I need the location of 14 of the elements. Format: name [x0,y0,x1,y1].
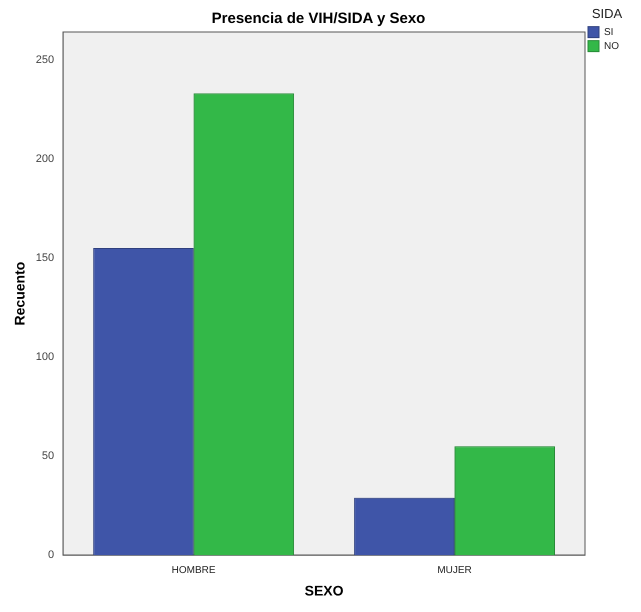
y-tick-label: 100 [36,351,54,364]
y-tick-label: 250 [36,54,54,66]
y-tick-label: 50 [42,450,54,462]
y-tick-label: 0 [48,549,54,562]
legend-label: NO [604,40,620,52]
x-tick-label: HOMBRE [172,564,216,576]
x-axis-title: SEXO [304,582,344,598]
legend-label: SI [604,26,614,38]
y-axis-title: Recuento [11,262,28,326]
legend-title: SIDA [592,6,622,22]
y-tick-label: 200 [36,152,54,165]
x-tick-label: MUJER [437,564,472,576]
chart-title: Presencia de VIH/SIDA y Sexo [212,10,426,28]
y-tick-label: 150 [36,252,54,264]
